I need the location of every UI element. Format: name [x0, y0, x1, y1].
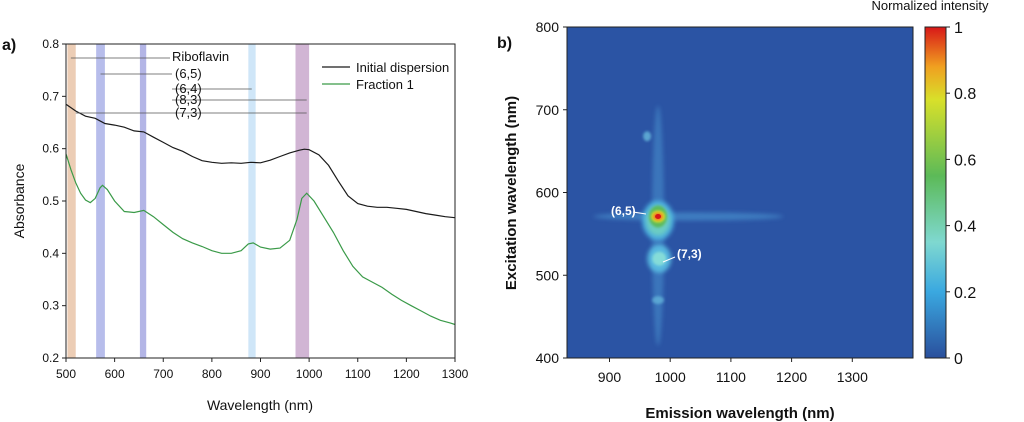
colorbar [924, 26, 947, 359]
pl-map-chart: 900 1000 1100 1200 1300 400 500 600 700 800 Emis… [503, 0, 989, 422]
colorbar-label: Normalized intensity [871, 0, 989, 13]
legend-a: Initial dispersion Fraction 1 [322, 60, 449, 92]
x-tick-label-a-1: 600 [105, 367, 125, 381]
colorbar-ticks: 0 0.2 0.4 0.6 0.8 1 [946, 20, 976, 368]
x-tick-label-a-3: 800 [202, 367, 222, 381]
colorbar-tick-label-2: 0.4 [954, 219, 976, 236]
peak-label-6-5: (6,5) [611, 204, 636, 218]
peak-layer-6-5-5 [655, 213, 662, 219]
x-axis-label-a: Wavelength (nm) [207, 397, 313, 413]
band-1 [96, 44, 105, 358]
peak-core-7-3 [652, 251, 667, 266]
horizontal-streak [593, 212, 784, 221]
y-tick-label-b-1: 500 [536, 267, 560, 283]
colorbar-tick-label-4: 0.8 [954, 86, 976, 103]
band-2 [248, 44, 256, 358]
spot-upper [643, 131, 652, 142]
x-tick-label-b-2: 1100 [716, 369, 746, 385]
band-label-leaders [70, 57, 307, 114]
panel-label-b: b) [497, 35, 512, 52]
absorbance-lines [65, 103, 456, 326]
peak-leader-7-3 [662, 256, 676, 263]
band-label-7-3: (7,3) [175, 105, 202, 120]
panel-label-a: a) [2, 37, 16, 54]
x-axis-ticks-b: 900 1000 1100 1200 1300 [598, 358, 868, 385]
band-label-6-4: (6,4) [175, 81, 202, 96]
y-tick-label-b-3: 700 [536, 102, 560, 118]
colorbar-tick-label-3: 0.6 [954, 152, 976, 169]
heatmap-background [567, 27, 913, 358]
band-0 [67, 44, 76, 358]
x-tick-label-a-0: 500 [56, 367, 76, 381]
peak-leader-6-5 [632, 211, 647, 215]
legend-label-initial: Initial dispersion [356, 60, 449, 75]
band-3 [139, 44, 147, 358]
x-tick-label-a-6: 1100 [345, 367, 371, 381]
legend-label-fraction: Fraction 1 [356, 77, 414, 92]
absorbance-bands [67, 44, 310, 358]
x-tick-label-a-2: 700 [153, 367, 173, 381]
colorbar-tick-label-1: 0.2 [954, 285, 976, 302]
x-tick-label-b-0: 900 [598, 369, 622, 385]
y-axis-ticks-b: 400 500 600 700 800 [536, 19, 567, 366]
y-axis-label-b: Excitation wavelength (nm) [503, 96, 520, 290]
y-tick-label-a-0: 0.2 [42, 351, 59, 365]
absorbance-chart: 500 600 700 800 900 1000 1100 1200 1300 0.20.30.… [11, 37, 469, 413]
y-tick-label-a-3: 0.5 [42, 194, 59, 208]
y-axis-label-a: Absorbance [11, 163, 27, 238]
band-label-6-5: (6,5) [175, 66, 202, 81]
x-axis-label-b: Emission wavelength (nm) [645, 405, 834, 422]
band-label-8-3: (8,3) [175, 92, 202, 107]
y-tick-label-a-6: 0.8 [42, 37, 59, 51]
y-tick-label-a-4: 0.6 [42, 142, 59, 156]
band-label-riboflavin: Riboflavin [172, 49, 229, 64]
series-line-0 [65, 103, 456, 219]
x-tick-label-b-4: 1300 [837, 369, 868, 385]
x-tick-label-a-7: 1200 [393, 367, 420, 381]
y-tick-label-b-0: 400 [536, 350, 560, 366]
peak-label-7-3: (7,3) [677, 247, 702, 261]
x-tick-label-a-8: 1300 [442, 367, 469, 381]
y-tick-label-a-1: 0.3 [42, 299, 59, 313]
colorbar-tick-label-0: 0 [954, 351, 963, 368]
band-4 [295, 44, 310, 358]
y-tick-label-a-2: 0.4 [42, 246, 59, 260]
y-tick-label-b-2: 600 [536, 185, 560, 201]
colorbar-tick-label-5: 1 [954, 20, 963, 37]
x-tick-label-a-5: 1000 [296, 367, 323, 381]
x-axis-ticks-a: 500 600 700 800 900 1000 1100 1200 1300 [56, 358, 469, 381]
spot-lower [652, 296, 665, 305]
y-tick-label-b-4: 800 [536, 19, 560, 35]
x-tick-label-b-3: 1200 [776, 369, 807, 385]
y-axis-ticks-a: 0.2 0.3 0.4 0.5 0.6 0.7 0.8 [42, 37, 66, 365]
heatmap-signal [593, 105, 784, 346]
x-tick-label-b-1: 1000 [655, 369, 686, 385]
series-line-1 [65, 153, 456, 326]
x-tick-label-a-4: 900 [250, 367, 270, 381]
y-tick-label-a-5: 0.7 [42, 89, 59, 103]
